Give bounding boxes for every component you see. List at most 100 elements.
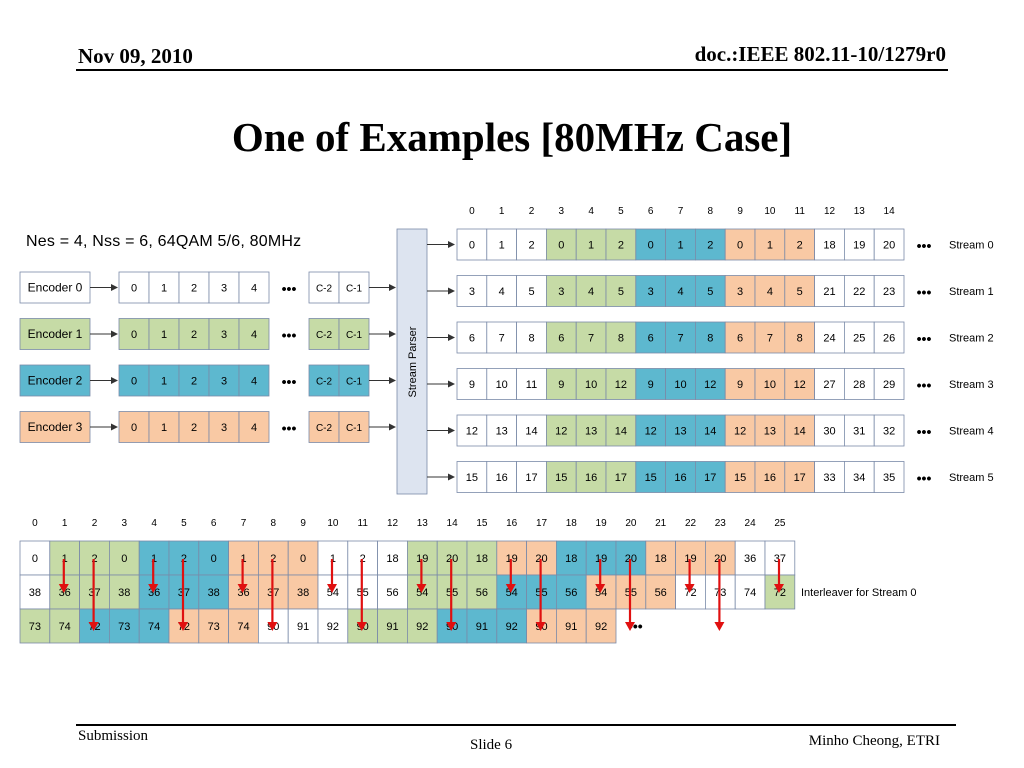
interleave-arrow-head-4 bbox=[148, 584, 159, 593]
stream-0-ellipsis: ••• bbox=[917, 238, 932, 254]
interleave-arrow-head-17 bbox=[535, 622, 546, 631]
stream-0-cell-0-label: 0 bbox=[469, 240, 475, 252]
interleaver-header-9: 9 bbox=[300, 518, 306, 529]
stream-4-cell-13-label: 31 bbox=[853, 426, 865, 438]
stream-3-cell-14-label: 29 bbox=[883, 379, 895, 391]
interleave-arrow-head-7 bbox=[237, 584, 248, 593]
stream-1-ellipsis: ••• bbox=[917, 284, 932, 300]
footer-rule bbox=[76, 724, 956, 726]
encoder-1-cell-2 bbox=[178, 318, 210, 350]
stream-2-cell-1 bbox=[486, 321, 517, 354]
stream-1-cell-0-label: 3 bbox=[469, 286, 475, 298]
stream-4-cell-7-label: 13 bbox=[674, 426, 686, 438]
stream-4-cell-10-label: 13 bbox=[764, 426, 776, 438]
stream-1-cell-14 bbox=[873, 275, 905, 307]
stream-3-cell-13 bbox=[844, 368, 875, 400]
encoder-2-cell-0-label: 0 bbox=[131, 376, 137, 388]
stream-1-cell-12 bbox=[814, 275, 845, 307]
parser-to-stream-arrow-3-head bbox=[448, 380, 455, 388]
encoder-1-tail-0-label: C-2 bbox=[316, 330, 333, 341]
stream-5-cell-10 bbox=[754, 461, 786, 493]
stream-1-cell-10 bbox=[754, 275, 786, 307]
interleaver-row-1-cell-18 bbox=[556, 574, 587, 610]
interleave-arrow-head-16 bbox=[505, 584, 516, 593]
interleaver-row-0-cell-15-label: 18 bbox=[476, 553, 488, 565]
stream-3-cell-6-label: 9 bbox=[648, 379, 654, 391]
interleave-arrow-head-14 bbox=[446, 622, 457, 631]
stream-2-cell-11-label: 8 bbox=[797, 333, 803, 345]
interleaver-row-1-cell-9 bbox=[287, 574, 319, 610]
interleaver-row-2-cell-12 bbox=[377, 608, 408, 644]
interleaver-row-2-cell-18 bbox=[556, 608, 587, 644]
encoder-2 bbox=[19, 364, 91, 397]
stream-2-cell-10 bbox=[754, 321, 786, 354]
stream-1-cell-14-label: 23 bbox=[883, 286, 895, 298]
stream-4-cell-12-label: 30 bbox=[823, 426, 835, 438]
stream-1-cell-6 bbox=[635, 275, 666, 307]
stream-2-cell-14 bbox=[873, 321, 905, 354]
encoder-2-tail-1-label: C-1 bbox=[346, 377, 363, 388]
stream-1-cell-11 bbox=[784, 275, 815, 307]
interleaver-row-1-cell-24 bbox=[734, 574, 766, 610]
encoder-arrow-2-head bbox=[111, 377, 118, 384]
encoder-1-cell-2-label: 2 bbox=[191, 329, 197, 341]
stream-1-cell-12-label: 21 bbox=[823, 286, 835, 298]
interleaver-row-2-cell-16 bbox=[496, 608, 527, 644]
interleaver-label: Interleaver for Stream 0 bbox=[801, 587, 917, 599]
encoder-0-cell-1 bbox=[148, 271, 180, 304]
stream-1-cell-5 bbox=[605, 275, 637, 307]
stream-header-4: 4 bbox=[588, 206, 594, 217]
stream-5-cell-7 bbox=[665, 461, 696, 493]
stream-3-cell-1 bbox=[486, 368, 517, 400]
stream-0-label: Stream 0 bbox=[949, 240, 994, 252]
stream-3-cell-7 bbox=[665, 368, 696, 400]
stream-2-cell-4 bbox=[575, 321, 607, 354]
interleaver-header-16: 16 bbox=[506, 518, 518, 529]
interleaver-row-1-cell-0 bbox=[19, 574, 51, 610]
stream-0-cell-5 bbox=[605, 228, 637, 261]
stream-1-cell-7 bbox=[665, 275, 696, 307]
stream-5-cell-1 bbox=[486, 461, 517, 493]
stream-1-cell-4-label: 4 bbox=[588, 286, 594, 298]
header-date: Nov 09, 2010 bbox=[78, 44, 193, 68]
interleaver-header-12: 12 bbox=[387, 518, 399, 529]
stream-2-cell-5-label: 8 bbox=[618, 333, 624, 345]
stream-2-cell-13-label: 25 bbox=[853, 333, 865, 345]
stream-4-cell-8 bbox=[695, 414, 726, 447]
stream-4-cell-4-label: 13 bbox=[585, 426, 597, 438]
encoder-3-cell-4-label: 4 bbox=[251, 422, 257, 434]
interleaver-row-0-cell-21-label: 18 bbox=[655, 553, 667, 565]
stream-4-cell-1 bbox=[486, 414, 517, 447]
stream-3-cell-8-label: 12 bbox=[704, 379, 716, 391]
slide-title: One of Examples [80MHz Case] bbox=[231, 114, 793, 160]
stream-4-cell-1-label: 13 bbox=[496, 426, 508, 438]
stream-3-cell-4-label: 10 bbox=[585, 379, 597, 391]
interleaver-header-19: 19 bbox=[596, 518, 608, 529]
stream-3-cell-1-label: 10 bbox=[496, 379, 508, 391]
stream-3-cell-5-label: 12 bbox=[615, 379, 627, 391]
parser-to-stream-arrow-2-head bbox=[448, 334, 455, 341]
stream-5-cell-3-label: 15 bbox=[555, 472, 567, 484]
encoder-1-cell-4 bbox=[238, 318, 270, 350]
stream-header-3: 3 bbox=[559, 206, 565, 217]
encoder-2-label: Encoder 2 bbox=[28, 374, 83, 388]
stream-header-13: 13 bbox=[854, 206, 866, 217]
stream-0-cell-11-label: 2 bbox=[797, 240, 803, 252]
interleaver-header-7: 7 bbox=[241, 518, 247, 529]
stream-0-cell-6 bbox=[635, 228, 666, 261]
stream-0-cell-3-label: 0 bbox=[558, 240, 564, 252]
stream-2-cell-1-label: 7 bbox=[499, 333, 505, 345]
stream-parser-box bbox=[396, 228, 428, 495]
stream-2-label: Stream 2 bbox=[949, 333, 994, 345]
encoder-3-cell-4 bbox=[238, 411, 270, 443]
stream-1-cell-6-label: 3 bbox=[648, 286, 654, 298]
stream-0-cell-13-label: 19 bbox=[853, 240, 865, 252]
stream-5-cell-4-label: 16 bbox=[585, 472, 597, 484]
stream-3-cell-0 bbox=[456, 368, 488, 400]
encoder-3-ellipsis: ••• bbox=[282, 420, 297, 436]
interleaver-row-1-cell-12 bbox=[377, 574, 408, 610]
stream-1-cell-8-label: 5 bbox=[707, 286, 713, 298]
interleaver-row-2-cell-12-label: 91 bbox=[386, 621, 398, 633]
stream-0-cell-2 bbox=[516, 228, 547, 261]
stream-5-cell-3 bbox=[546, 461, 577, 493]
